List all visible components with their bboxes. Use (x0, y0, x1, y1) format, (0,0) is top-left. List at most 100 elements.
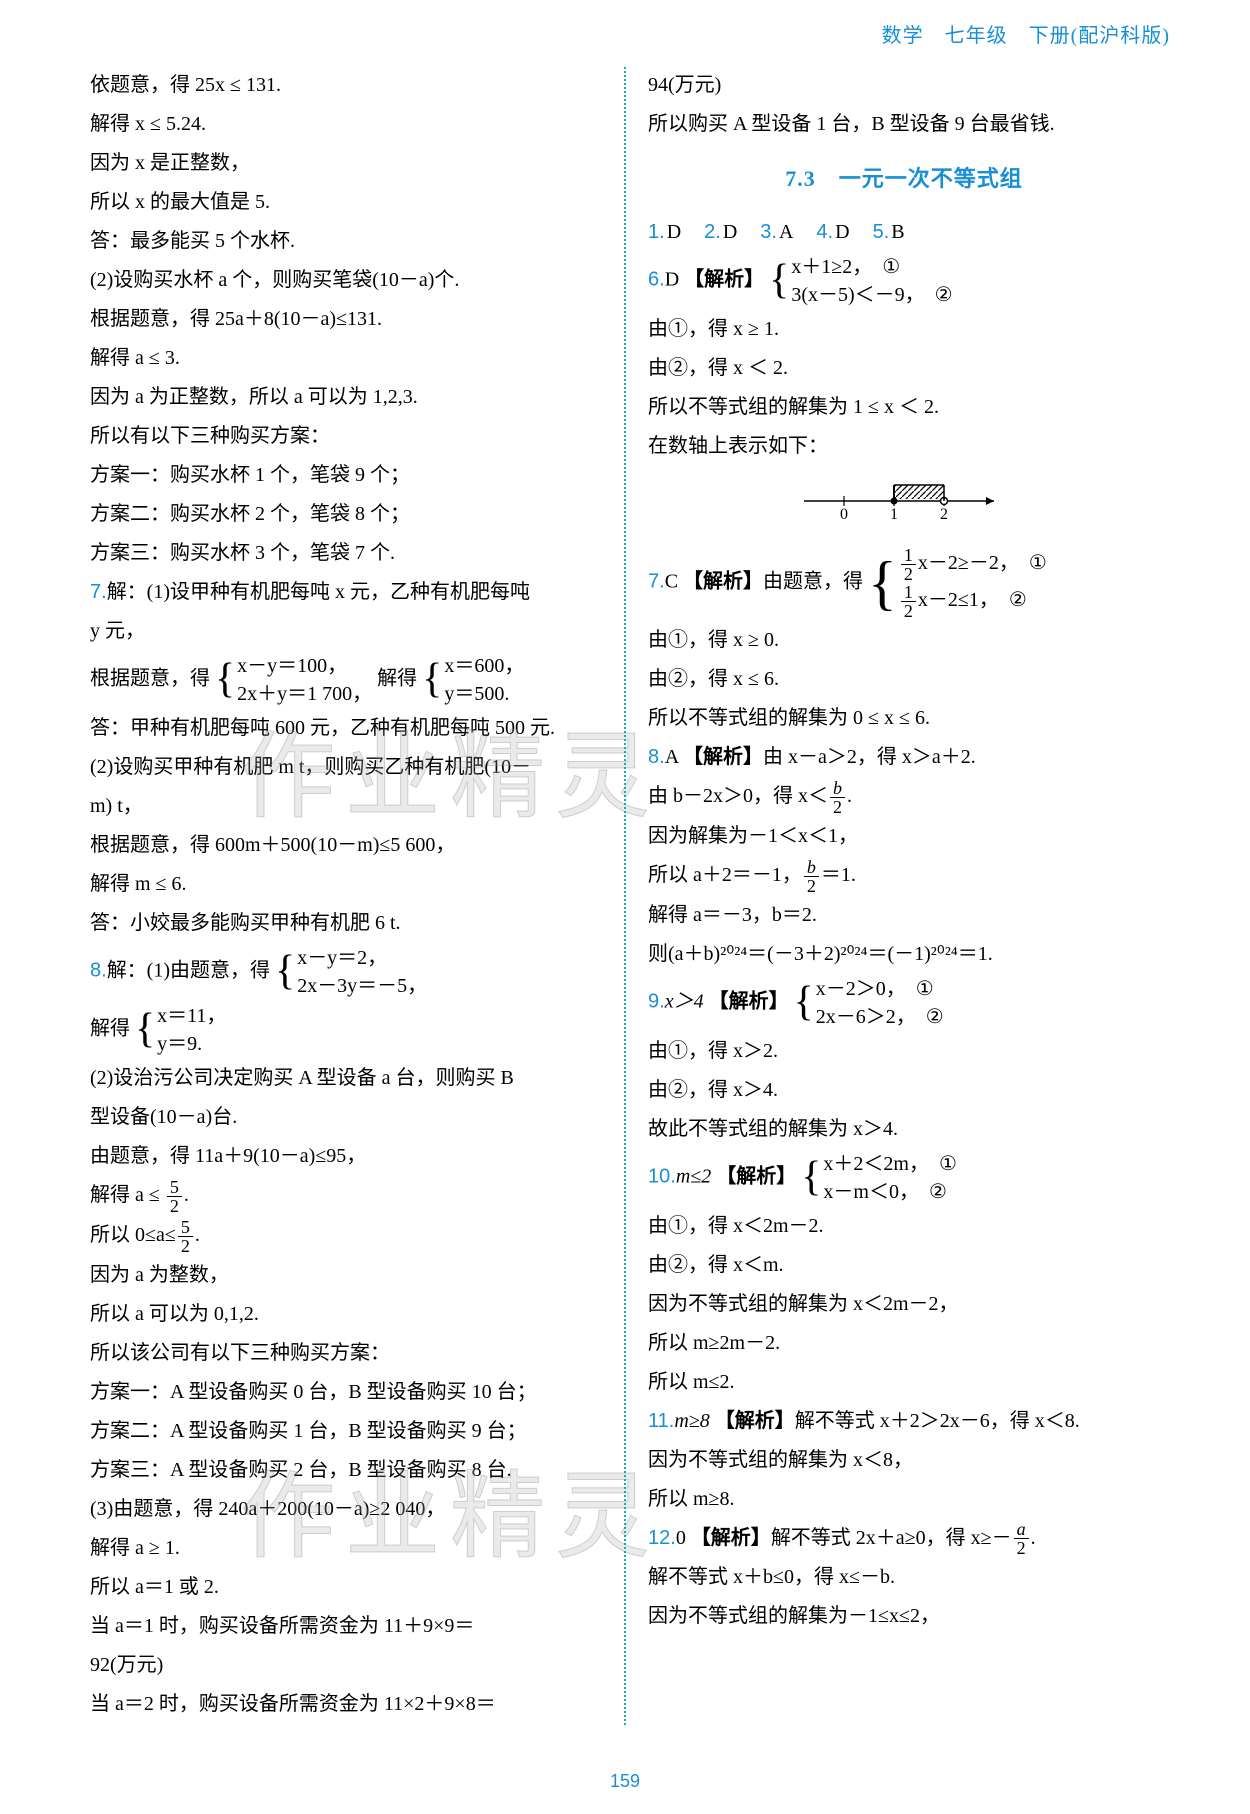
q-num: 2. (704, 221, 721, 243)
text-line: 答：甲种有机肥每吨 600 元，乙种有机肥每吨 500 元. (90, 710, 602, 747)
text-line: 所以 a＋2＝－1，b2＝1. (648, 857, 1160, 895)
text-line: 因为解集为－1＜x＜1， (648, 818, 1160, 855)
text: 解：(1)由题意，得 (107, 960, 270, 982)
question-9: 9.x＞4 【解析】 { x－2＞0， ① 2x－6＞2， ② (648, 975, 1160, 1031)
equation-system: { x－2＞0， ① 2x－6＞2， ② (794, 975, 944, 1031)
eq: y＝500. (444, 680, 524, 708)
text: . (1031, 1527, 1036, 1549)
text-line: 方案二：购买水杯 2 个，笔袋 8 个； (90, 496, 602, 533)
text-line: m) t， (90, 788, 602, 825)
answer-row: 1.D 2.D 3.A 4.D 5.B (648, 214, 1160, 251)
fraction: b2 (804, 858, 819, 895)
equation-system: { x＝600， y＝500. (422, 652, 524, 708)
text-line: 当 a＝1 时，购买设备所需资金为 11＋9×9＝ (90, 1608, 602, 1645)
eq: x－m＜0， (823, 1181, 909, 1203)
text-line: 因为 x 是正整数， (90, 145, 602, 182)
q-num: 10. (648, 1165, 676, 1187)
q-num: 3. (760, 221, 777, 243)
q-num: 4. (816, 221, 833, 243)
eq: x＝600， (444, 652, 524, 680)
text: 根据题意，得 (90, 668, 210, 690)
text-line: 所以有以下三种购买方案： (90, 418, 602, 455)
question-12: 12.0 【解析】解不等式 2x＋a≥0，得 x≥－a2. (648, 1520, 1160, 1558)
text-line: (2)设购买甲种有机肥 m t，则购买乙种有机肥(10－ (90, 749, 602, 786)
tick-label: 1 (890, 506, 898, 523)
column-right: 94(万元) 所以购买 A 型设备 1 台，B 型设备 9 台最省钱. 7.3 … (626, 67, 1170, 1725)
analysis-label: 【解析】 (691, 1527, 771, 1549)
equation-system: { x＋1≥2， ① 3(x－5)＜－9， ② (769, 253, 952, 309)
q-num: 11. (648, 1410, 674, 1432)
question-8: 8.A 【解析】由 x－a＞2，得 x＞a＋2. (648, 739, 1160, 776)
text: 由题意，得 (763, 570, 863, 592)
text-line: 答：小姣最多能购买甲种有机肥 6 t. (90, 905, 602, 942)
text: 所以 a＋2＝－1， (648, 864, 802, 886)
q-ans: D (835, 221, 849, 243)
text-line: 解得 a＝－3，b＝2. (648, 897, 1160, 934)
text-line: 解得 m ≤ 6. (90, 866, 602, 903)
text-line: 由②，得 x ＜ 2. (648, 350, 1160, 387)
fraction: 52 (178, 1218, 193, 1255)
text-line: 解得 a ≥ 1. (90, 1530, 602, 1567)
text: 解得 a ≤ (90, 1184, 165, 1206)
text-line: 所以 x 的最大值是 5. (90, 184, 602, 221)
question-number: 7. (90, 581, 107, 603)
fraction: 52 (167, 1178, 182, 1215)
eq: 3(x－5)＜－9， (791, 284, 914, 306)
text-line: 由题意，得 11a＋9(10－a)≤95， (90, 1138, 602, 1175)
circled-num: ① (916, 978, 934, 1000)
text: . (195, 1224, 200, 1246)
q-ans: D (667, 221, 681, 243)
circled-num: ① (939, 1153, 957, 1175)
eq: x－y＝100， (237, 652, 372, 680)
question-6: 6.D 【解析】 { x＋1≥2， ① 3(x－5)＜－9， ② (648, 253, 1160, 309)
text-line: 所以 a 可以为 0,1,2. (90, 1296, 602, 1333)
text-line: 因为 a 为正整数，所以 a 可以为 1,2,3. (90, 379, 602, 416)
circled-num: ② (926, 1006, 944, 1028)
circled-num: ② (1009, 589, 1027, 611)
text-line: 所以该公司有以下三种购买方案： (90, 1335, 602, 1372)
circled-num: ① (882, 256, 900, 278)
q-num: 6. (648, 268, 665, 290)
text-line: 所以 m≥8. (648, 1481, 1160, 1518)
text-line: 因为不等式组的解集为 x＜2m－2， (648, 1286, 1160, 1323)
number-line-diagram: 0 1 2 (648, 473, 1160, 536)
text-line: 由②，得 x＞4. (648, 1072, 1160, 1109)
tick-label: 0 (840, 506, 848, 523)
eq: y＝9. (157, 1030, 226, 1058)
text-line: 由①，得 x＞2. (648, 1033, 1160, 1070)
equation-system: { x＝11， y＝9. (135, 1002, 226, 1058)
circled-num: ② (929, 1181, 947, 1203)
analysis-label: 【解析】 (683, 746, 763, 768)
text: 解：(1)设甲种有机肥每吨 x 元，乙种有机肥每吨 (107, 581, 530, 603)
text-line: 型设备(10－a)台. (90, 1099, 602, 1136)
text: 由 x－a＞2，得 x＞a＋2. (763, 746, 976, 768)
text-line: 在数轴上表示如下： (648, 428, 1160, 465)
equation-system: { x－y＝2， 2x－3y＝－5， (275, 944, 427, 1000)
q-ans: C (665, 570, 678, 592)
fraction: 12 (901, 583, 916, 620)
analysis-label: 【解析】 (715, 1410, 795, 1432)
section-title: 7.3 一元一次不等式组 (648, 159, 1160, 200)
text-line: 依题意，得 25x ≤ 131. (90, 67, 602, 104)
text-line: 由②，得 x＜m. (648, 1247, 1160, 1284)
text: . (847, 785, 852, 807)
text: 解不等式 x＋2＞2x－6，得 x＜8. (795, 1410, 1080, 1432)
q-ans: D (665, 268, 679, 290)
q-ans: 0 (676, 1527, 686, 1549)
text-line: 由 b－2x＞0，得 x＜b2. (648, 778, 1160, 816)
text-line: 94(万元) (648, 67, 1160, 104)
q-num: 1. (648, 221, 665, 243)
q-ans: m≥8 (674, 1410, 709, 1432)
content-area: 依题意，得 25x ≤ 131. 解得 x ≤ 5.24. 因为 x 是正整数，… (0, 67, 1250, 1755)
tick-label: 2 (940, 506, 948, 523)
q-ans: D (723, 221, 737, 243)
question-11: 11.m≥8 【解析】解不等式 x＋2＞2x－6，得 x＜8. (648, 1403, 1160, 1440)
text-line: 因为 a 为整数， (90, 1257, 602, 1294)
question-10: 10.m≤2 【解析】 { x＋2＜2m， ① x－m＜0， ② (648, 1150, 1160, 1206)
text-line: 所以 a＝1 或 2. (90, 1569, 602, 1606)
eq: x－2≥－2， (918, 552, 1009, 574)
eq: x－2＞0， (816, 978, 896, 1000)
q-num: 12. (648, 1527, 676, 1549)
text-line: 所以 0≤a≤52. (90, 1217, 602, 1255)
text-line: 所以不等式组的解集为 1 ≤ x ＜ 2. (648, 389, 1160, 426)
